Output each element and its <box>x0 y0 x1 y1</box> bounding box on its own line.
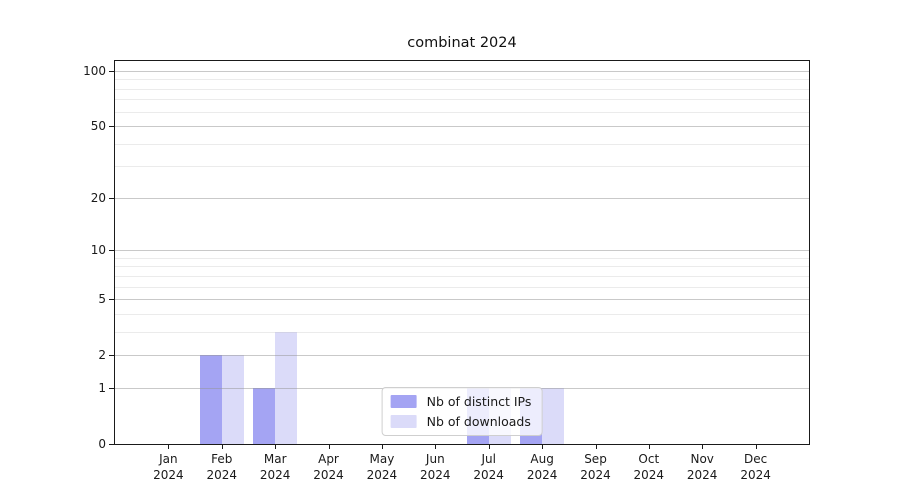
minor-gridline <box>115 111 809 113</box>
x-tick-label: Apr 2024 <box>313 452 344 482</box>
minor-gridline <box>115 166 809 168</box>
legend-label-distinct-ips: Nb of distinct IPs <box>426 394 532 409</box>
y-tick <box>109 70 114 72</box>
major-gridline <box>115 126 809 127</box>
x-tick <box>702 444 704 449</box>
minor-gridline <box>115 99 809 101</box>
legend-swatch-downloads <box>390 415 417 428</box>
y-tick <box>109 444 114 445</box>
y-tick-label: 2 <box>98 348 106 363</box>
minor-gridline <box>115 257 809 259</box>
y-tick-label: 20 <box>90 190 106 205</box>
plot-area: Nb of distinct IPs Nb of downloads <box>114 60 810 445</box>
major-gridline <box>115 355 809 357</box>
bar-downloads-feb <box>221 355 244 444</box>
y-tick <box>109 126 114 127</box>
minor-gridline <box>115 331 809 333</box>
minor-gridline <box>115 143 809 145</box>
major-gridline <box>115 250 809 252</box>
x-tick-label: Jun 2024 <box>420 452 451 482</box>
minor-gridline <box>115 286 809 288</box>
minor-gridline <box>115 313 809 315</box>
minor-gridline <box>115 79 809 81</box>
major-gridline <box>115 299 809 301</box>
legend-swatch-distinct-ips <box>390 395 417 408</box>
chart-title: combinat 2024 <box>407 35 517 51</box>
major-gridline <box>115 70 809 72</box>
x-tick <box>595 444 597 449</box>
y-tick <box>109 299 114 301</box>
minor-gridline <box>115 275 809 277</box>
minor-gridline <box>115 266 809 268</box>
x-tick <box>755 444 757 449</box>
x-tick-label: Feb 2024 <box>206 452 238 482</box>
y-tick-label: 50 <box>90 119 106 133</box>
legend: Nb of distinct IPs Nb of downloads <box>381 387 543 436</box>
x-tick-label: Jul 2024 <box>473 452 504 482</box>
legend-item-downloads: Nb of downloads <box>390 414 532 429</box>
x-tick-label: Mar 2024 <box>259 452 291 482</box>
x-tick <box>488 444 490 449</box>
x-tick-label: May 2024 <box>366 452 398 482</box>
x-tick-label: Sep 2024 <box>580 452 611 482</box>
y-tick <box>109 355 114 357</box>
y-tick-label: 100 <box>83 63 106 78</box>
minor-gridline <box>115 88 809 90</box>
x-tick-label: Jan 2024 <box>153 452 184 482</box>
y-tick <box>109 250 114 252</box>
y-tick <box>109 387 114 389</box>
y-tick-label: 5 <box>98 292 106 307</box>
x-tick <box>542 444 544 449</box>
x-tick <box>328 444 330 449</box>
x-tick <box>221 444 223 449</box>
legend-item-distinct-ips: Nb of distinct IPs <box>390 394 532 409</box>
x-tick <box>381 444 383 449</box>
x-tick <box>648 444 650 449</box>
y-tick <box>109 197 114 199</box>
x-tick <box>275 444 277 449</box>
bar-distinct-ips-mar <box>253 387 276 444</box>
legend-label-downloads: Nb of downloads <box>426 414 531 429</box>
x-tick-label: Aug 2024 <box>526 452 558 482</box>
y-tick-label: 10 <box>90 243 106 258</box>
x-tick <box>435 444 437 449</box>
y-tick-label: 0 <box>98 437 106 451</box>
bar-distinct-ips-feb <box>199 355 222 444</box>
x-tick-label: Nov 2024 <box>686 452 718 482</box>
x-tick <box>168 444 170 449</box>
x-tick-label: Oct 2024 <box>633 452 665 482</box>
y-tick-label: 1 <box>98 380 106 395</box>
major-gridline <box>115 197 809 199</box>
x-tick-label: Dec 2024 <box>740 452 771 482</box>
bar-downloads-aug <box>542 387 565 444</box>
